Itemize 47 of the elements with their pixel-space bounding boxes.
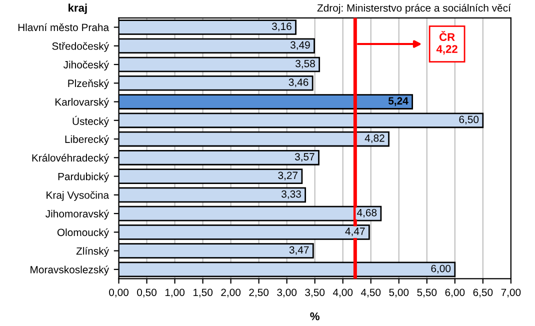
- y-axis-title: kraj: [68, 4, 87, 14]
- y-tick-label: Hlavní město Praha: [18, 23, 110, 32]
- data-label: 3,58: [296, 60, 315, 69]
- data-label: 3,46: [288, 78, 308, 88]
- x-tick-label: 3,50: [305, 288, 325, 298]
- data-label: 3,27: [278, 172, 298, 180]
- data-label: 3,47: [289, 246, 309, 255]
- y-tick-label: Kraj Vysočina: [46, 191, 110, 201]
- data-label: 6,50: [459, 116, 479, 124]
- x-tick-label: 4,50: [360, 288, 381, 298]
- x-tick-label: 2,00: [221, 288, 241, 298]
- data-label: 3,49: [290, 41, 310, 50]
- data-label: 3,16: [272, 22, 292, 32]
- data-label: 5,24: [388, 97, 408, 106]
- x-tick-label: 6,00: [445, 288, 465, 298]
- data-label: 4,68: [357, 208, 377, 218]
- y-tick-label: Ústecký: [72, 116, 110, 128]
- data-label: 3,57: [294, 153, 314, 162]
- x-tick-label: 3,00: [277, 288, 297, 298]
- y-tick-label: Liberecký: [65, 135, 110, 146]
- y-tick-label: Karlovarský: [55, 98, 110, 108]
- y-tick-label: Zlínský: [76, 246, 110, 257]
- x-tick-label: 0,00: [109, 288, 128, 298]
- data-label: 4,47: [345, 228, 365, 236]
- y-tick-label: Královéhradecký: [32, 154, 110, 164]
- x-tick-label: 5,00: [389, 288, 409, 298]
- y-tick-label: Jihomoravský: [46, 210, 110, 220]
- y-tick-label: Jihočeský: [63, 60, 110, 70]
- x-axis-title: %: [310, 312, 320, 320]
- data-label: 3,33: [282, 190, 301, 199]
- x-tick-label: 5,50: [417, 288, 437, 298]
- ref-line-label: ČR 4,22: [436, 30, 458, 55]
- text: Zdroj: Ministerstvo práce a sociálních věcí: [317, 4, 511, 14]
- x-tick-label: 4,00: [332, 288, 353, 298]
- data-label: 4,82: [364, 134, 384, 144]
- x-tick-label: 7,00: [501, 288, 521, 298]
- x-tick-label: 1,50: [193, 288, 213, 298]
- y-tick-label: Moravskoslezský: [30, 266, 110, 276]
- data-label: 6,00: [431, 264, 451, 274]
- x-tick-label: 2,50: [249, 288, 269, 298]
- x-tick-label: 1,00: [165, 288, 185, 298]
- y-tick-label: Plzeňský: [68, 79, 110, 90]
- x-tick-label: 0,50: [137, 288, 157, 298]
- y-tick-label: Pardubický: [58, 172, 110, 182]
- x-tick-label: 6,50: [473, 288, 493, 298]
- y-tick-label: Středočeský: [52, 42, 110, 52]
- y-tick-label: Olomoucký: [57, 228, 110, 238]
